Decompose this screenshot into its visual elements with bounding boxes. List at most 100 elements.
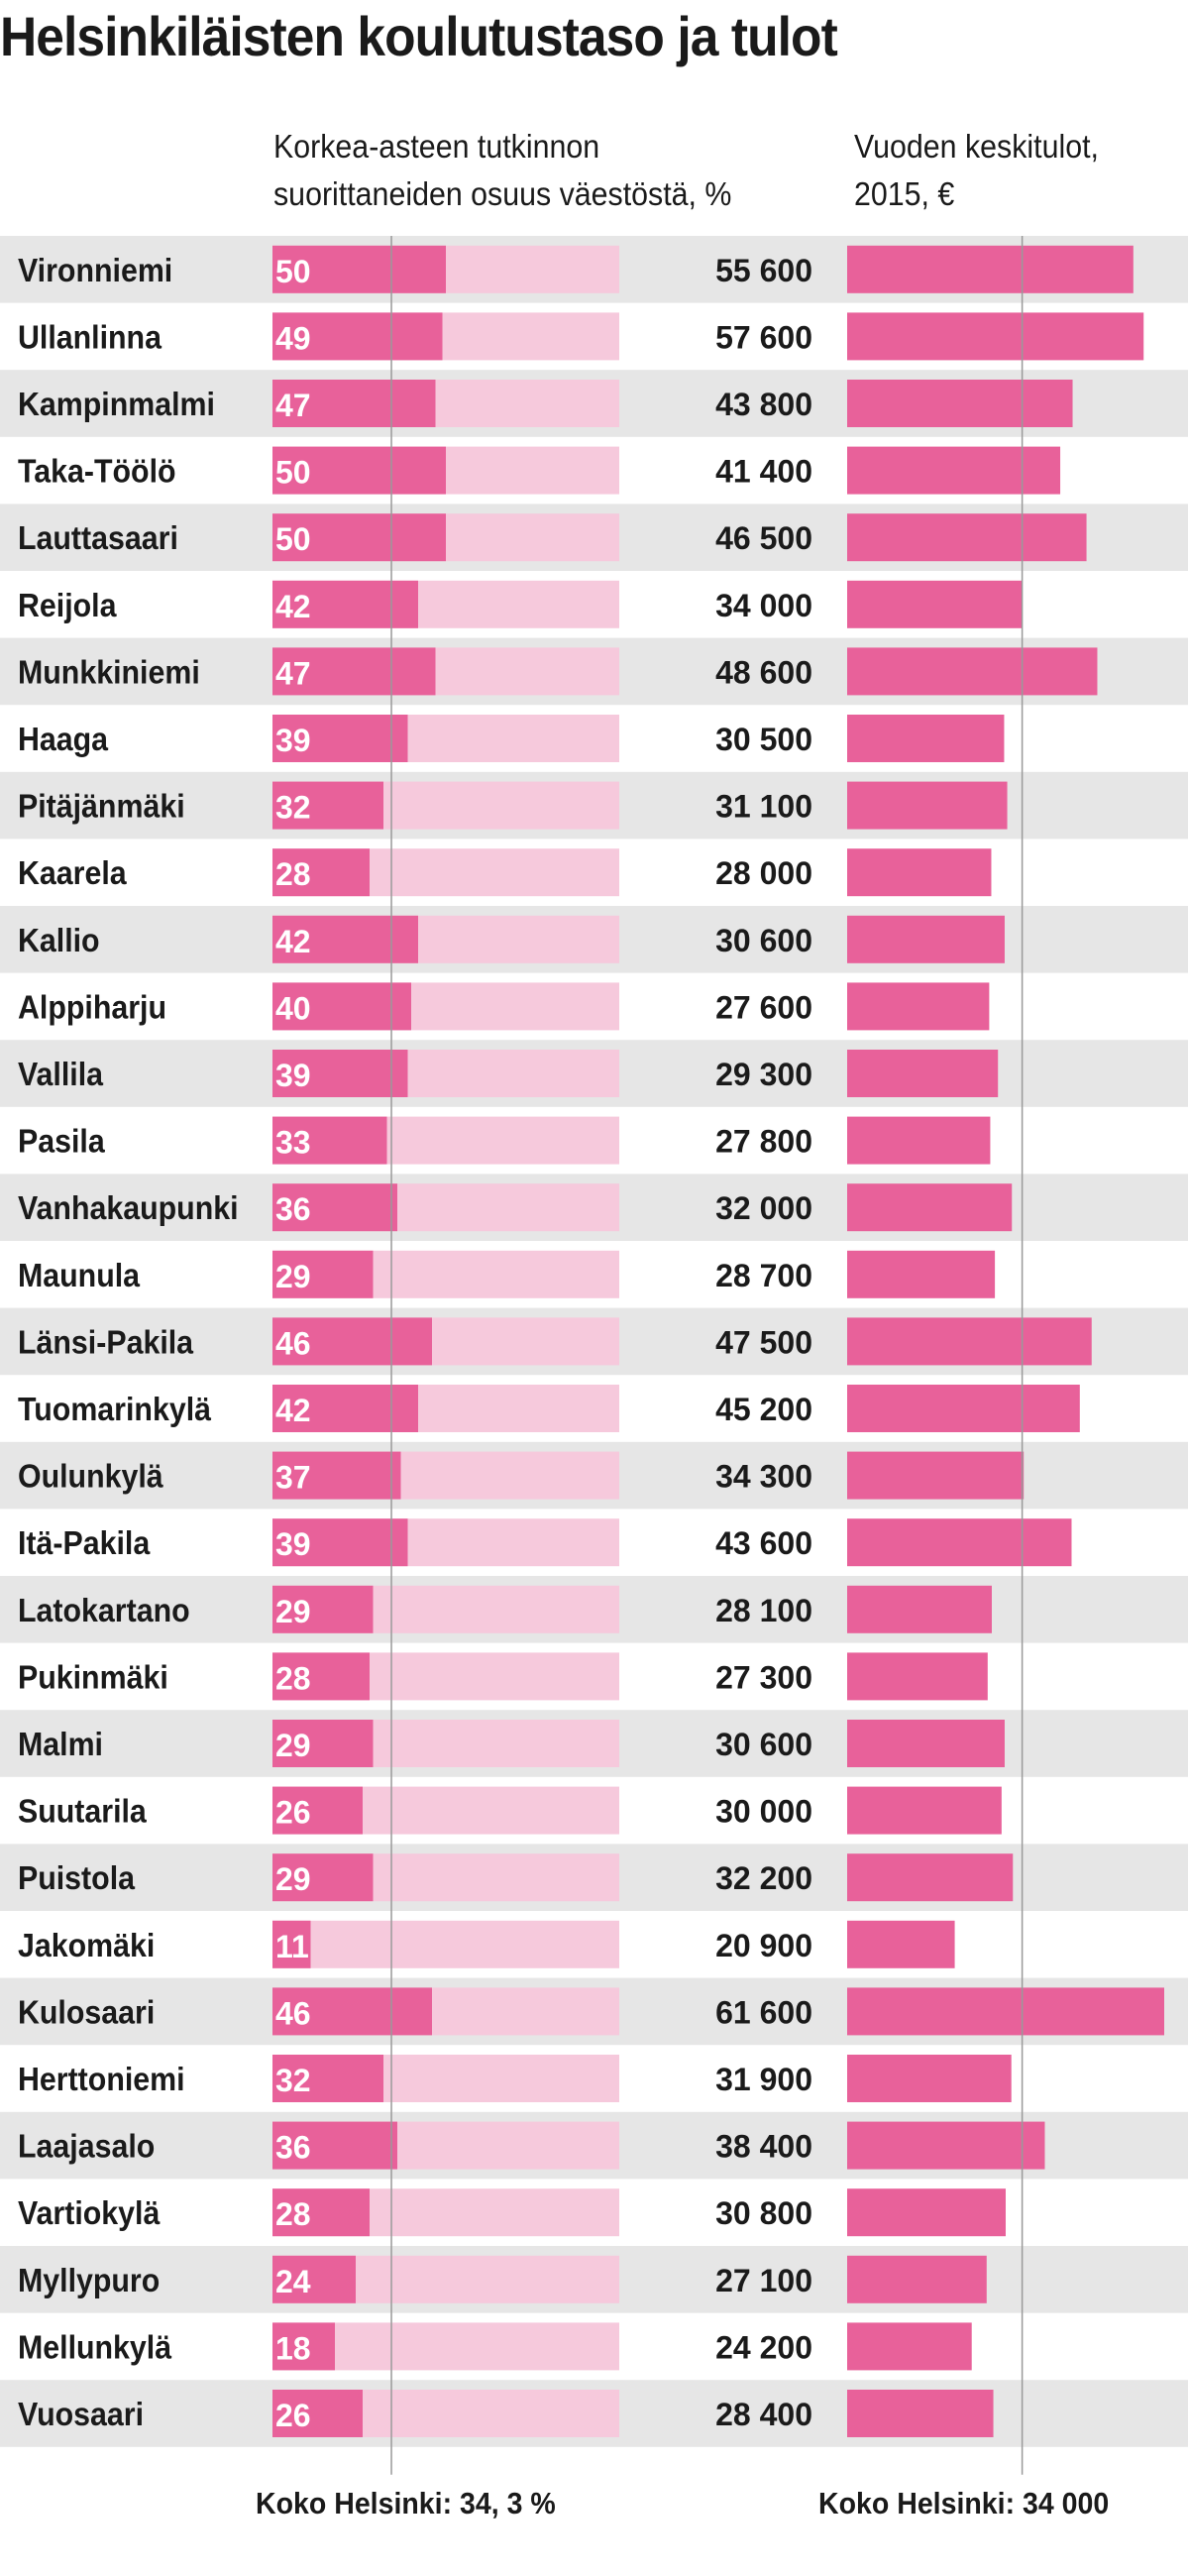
table-row: Vartiokylä 28 30 800 — [18, 2188, 1006, 2237]
education-bar — [272, 1853, 374, 1902]
income-value-label: 57 600 — [715, 319, 812, 355]
chart-title: Helsinkiläisten koulutustaso ja tulot — [0, 5, 838, 67]
education-bar — [272, 1920, 311, 1968]
district-label: Vallila — [18, 1056, 103, 1092]
district-label: Taka-Töölö — [18, 452, 176, 489]
income-bar — [847, 2255, 987, 2303]
education-value-label: 24 — [275, 2264, 311, 2299]
district-label: Latokartano — [18, 1592, 190, 1628]
income-value-label: 20 900 — [715, 1928, 812, 1963]
education-bar — [272, 2322, 335, 2371]
income-value-label: 29 300 — [715, 1057, 812, 1092]
income-bar — [847, 1518, 1072, 1567]
education-bar — [272, 312, 443, 361]
income-bar — [847, 446, 1061, 495]
table-row: Länsi-Pakila 46 47 500 — [0, 1307, 1188, 1376]
education-value-label: 39 — [275, 1526, 311, 1562]
education-bar — [272, 1116, 387, 1165]
education-value-label: 26 — [275, 2398, 311, 2433]
income-value-label: 32 000 — [715, 1190, 812, 1226]
education-value-label: 46 — [275, 1995, 311, 2031]
table-row: Malmi 29 30 600 — [0, 1710, 1188, 1777]
table-row: Taka-Töölö 50 41 400 — [18, 446, 1061, 495]
income-bar — [847, 2188, 1006, 2237]
district-label: Suutarila — [18, 1792, 147, 1829]
education-bar — [272, 2121, 397, 2170]
table-row: Vironniemi 50 55 600 — [0, 236, 1188, 303]
table-row: Latokartano 29 28 100 — [0, 1576, 1188, 1643]
education-value-label: 37 — [275, 1460, 311, 1496]
education-value-label: 32 — [275, 790, 311, 826]
district-label: Laajasalo — [18, 2127, 155, 2164]
income-value-label: 32 200 — [715, 1860, 812, 1896]
income-bar — [847, 2055, 1012, 2102]
district-label: Myllypuro — [18, 2262, 160, 2298]
table-row: Munkkiniemi 47 48 600 — [0, 637, 1188, 706]
income-bar — [847, 1585, 992, 1633]
income-bar — [847, 848, 992, 897]
income-bar — [847, 1451, 1025, 1500]
income-bar — [847, 1250, 996, 1298]
education-bar — [272, 1987, 432, 2036]
income-bar — [847, 1652, 988, 1701]
district-label: Vironniemi — [18, 252, 172, 288]
education-bar-track — [272, 1920, 619, 1968]
income-value-label: 38 400 — [715, 2129, 812, 2165]
income-bar — [847, 715, 1005, 762]
income-value-label: 34 300 — [715, 1459, 812, 1495]
education-bar — [272, 1652, 370, 1701]
income-bar — [847, 2390, 994, 2437]
income-bar — [847, 1720, 1005, 1767]
education-value-label: 29 — [275, 1728, 311, 1763]
income-value-label: 27 300 — [715, 1659, 812, 1695]
education-bar — [272, 2255, 356, 2303]
education-value-label: 28 — [275, 1660, 311, 1696]
district-label: Herttoniemi — [18, 2061, 185, 2097]
education-value-label: 42 — [275, 1393, 311, 1428]
education-value-label: 29 — [275, 1594, 311, 1629]
income-bar — [847, 1987, 1164, 2036]
income-value-label: 45 200 — [715, 1392, 812, 1427]
district-label: Reijola — [18, 587, 117, 623]
education-bar — [272, 1518, 408, 1567]
education-bar — [272, 1786, 363, 1835]
table-row: Vuosaari 26 28 400 — [0, 2380, 1188, 2447]
table-row: Haaga 39 30 500 — [18, 715, 1005, 762]
income-bar — [847, 1920, 955, 1968]
table-row: Alppiharju 40 27 600 — [18, 982, 990, 1031]
education-value-label: 39 — [275, 1058, 311, 1093]
table-row: Pitäjänmäki 32 31 100 — [0, 771, 1188, 840]
education-bar — [272, 2188, 370, 2237]
district-label: Malmi — [18, 1726, 103, 1762]
income-value-label: 30 600 — [715, 923, 812, 958]
income-value-label: 30 500 — [715, 722, 812, 757]
education-value-label: 39 — [275, 723, 311, 758]
income-bar — [847, 1786, 1002, 1835]
education-bar — [272, 1183, 397, 1232]
education-value-label: 46 — [275, 1325, 311, 1361]
income-value-label: 28 700 — [715, 1258, 812, 1293]
district-label: Kaarela — [18, 854, 127, 891]
left-header-line-1: Korkea-asteen tutkinnon — [273, 128, 600, 165]
district-label: Puistola — [18, 1859, 135, 1896]
district-label: Länsi-Pakila — [18, 1323, 193, 1360]
education-bar — [272, 245, 446, 293]
table-row: Ullanlinna 49 57 600 — [18, 312, 1144, 361]
district-label: Itä-Pakila — [18, 1524, 151, 1561]
income-bar — [847, 1317, 1092, 1366]
income-bar — [847, 2322, 972, 2371]
district-label: Pukinmäki — [18, 1658, 168, 1695]
education-value-label: 18 — [275, 2330, 311, 2366]
district-label: Pitäjänmäki — [18, 787, 185, 824]
education-bar — [272, 380, 436, 427]
district-label: Ullanlinna — [18, 318, 162, 355]
district-label: Oulunkylä — [18, 1457, 163, 1494]
left-column-header: Korkea-asteen tutkinnon suorittaneiden o… — [273, 123, 731, 218]
education-bar — [272, 446, 446, 495]
income-value-label: 30 000 — [715, 1794, 812, 1830]
district-label: Maunula — [18, 1257, 140, 1293]
education-bar — [272, 580, 418, 628]
district-label: Tuomarinkylä — [18, 1391, 211, 1427]
income-value-label: 55 600 — [715, 253, 812, 288]
table-row: Itä-Pakila 39 43 600 — [18, 1518, 1072, 1567]
